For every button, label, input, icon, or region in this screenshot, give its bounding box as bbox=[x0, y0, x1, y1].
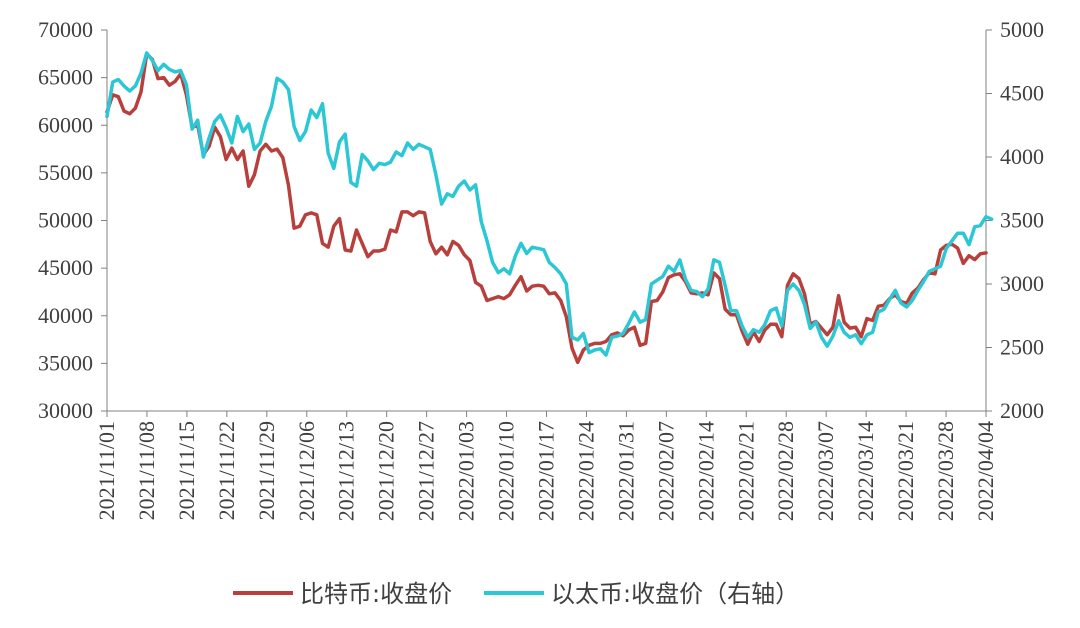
right-y-tick-label: 5000 bbox=[1000, 17, 1044, 42]
x-tick-label: 2022/02/21 bbox=[733, 421, 758, 521]
right-y-tick-label: 4000 bbox=[1000, 144, 1044, 169]
right-y-tick-label: 3500 bbox=[1000, 208, 1044, 233]
x-tick-label: 2021/11/22 bbox=[214, 421, 239, 520]
x-tick-label: 2022/03/07 bbox=[813, 421, 838, 521]
legend-label-bitcoin: 比特币:收盘价 bbox=[300, 580, 452, 608]
left-y-tick-label: 55000 bbox=[38, 160, 93, 185]
right-y-tick-label: 2500 bbox=[1000, 335, 1044, 360]
x-tick-label: 2021/11/29 bbox=[254, 421, 279, 520]
x-tick-label: 2022/04/04 bbox=[973, 421, 998, 521]
x-tick-label: 2021/11/08 bbox=[134, 421, 159, 520]
legend-label-ether: 以太币:收盘价（右轴） bbox=[551, 580, 799, 608]
left-y-tick-label: 45000 bbox=[38, 255, 93, 280]
x-tick-label: 2022/01/17 bbox=[534, 421, 559, 521]
x-tick-label: 2021/12/27 bbox=[414, 421, 439, 521]
left-y-tick-label: 70000 bbox=[38, 17, 93, 42]
x-tick-label: 2021/12/20 bbox=[374, 421, 399, 521]
x-tick-label: 2022/01/31 bbox=[613, 421, 638, 521]
series-line-bitcoin bbox=[105, 52, 988, 365]
right-y-axis-ticks: 2000 2500 3000 3500 4000 4500 5000 bbox=[986, 17, 1044, 423]
left-y-tick-label: 35000 bbox=[38, 350, 93, 375]
right-y-tick-label: 3000 bbox=[1000, 271, 1044, 296]
x-tick-label: 2022/02/28 bbox=[773, 421, 798, 521]
x-axis-ticks: 2021/11/01 2021/11/08 2021/11/15 2021/11/22… bbox=[94, 411, 998, 521]
left-y-tick-label: 40000 bbox=[38, 303, 93, 328]
series-layer bbox=[105, 51, 994, 365]
x-tick-label: 2022/01/24 bbox=[573, 421, 598, 521]
left-y-tick-label: 30000 bbox=[38, 398, 93, 423]
left-y-axis-ticks: 30000 35000 40000 45000 50000 55000 60000 65000… bbox=[38, 17, 107, 423]
x-tick-label: 2021/12/13 bbox=[334, 421, 359, 521]
x-tick-label: 2022/03/21 bbox=[893, 421, 918, 521]
x-tick-label: 2021/12/06 bbox=[294, 421, 319, 521]
series-line-ether bbox=[105, 51, 994, 357]
x-tick-label: 2022/01/03 bbox=[454, 421, 479, 521]
x-tick-label: 2022/02/14 bbox=[693, 421, 718, 521]
left-y-tick-label: 60000 bbox=[38, 112, 93, 137]
right-y-tick-label: 4500 bbox=[1000, 81, 1044, 106]
plot-frame bbox=[106, 30, 987, 412]
x-tick-label: 2022/03/28 bbox=[933, 421, 958, 521]
left-y-tick-label: 50000 bbox=[38, 208, 93, 233]
x-tick-label: 2021/11/01 bbox=[94, 421, 119, 520]
x-tick-label: 2021/11/15 bbox=[174, 421, 199, 520]
left-y-tick-label: 65000 bbox=[38, 65, 93, 90]
x-tick-label: 2022/02/07 bbox=[653, 421, 678, 521]
x-tick-label: 2022/03/14 bbox=[853, 421, 878, 521]
x-tick-label: 2022/01/10 bbox=[494, 421, 519, 521]
legend: 比特币:收盘价 以太币:收盘价（右轴） bbox=[233, 580, 799, 608]
right-y-tick-label: 2000 bbox=[1000, 398, 1044, 423]
